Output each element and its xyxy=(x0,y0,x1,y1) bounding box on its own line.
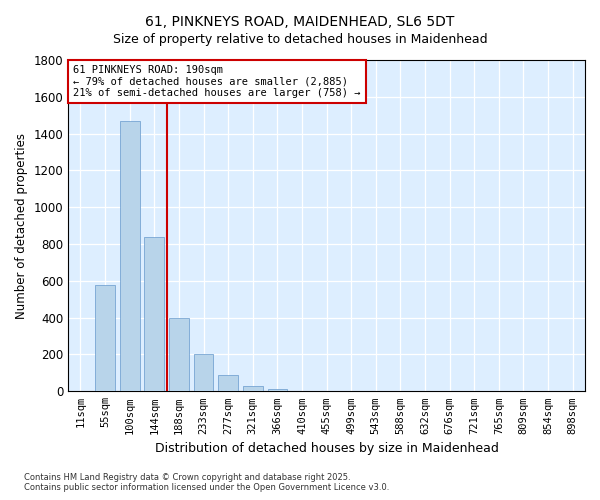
Bar xyxy=(194,354,214,392)
Text: Contains HM Land Registry data © Crown copyright and database right 2025.
Contai: Contains HM Land Registry data © Crown c… xyxy=(24,473,389,492)
Bar xyxy=(120,120,140,392)
Bar xyxy=(268,390,287,392)
Text: Size of property relative to detached houses in Maidenhead: Size of property relative to detached ho… xyxy=(113,32,487,46)
Bar xyxy=(243,386,263,392)
Bar xyxy=(292,390,312,392)
Text: 61 PINKNEYS ROAD: 190sqm
← 79% of detached houses are smaller (2,885)
21% of sem: 61 PINKNEYS ROAD: 190sqm ← 79% of detach… xyxy=(73,65,361,98)
Bar xyxy=(169,318,189,392)
Bar xyxy=(218,374,238,392)
Bar xyxy=(145,236,164,392)
Text: 61, PINKNEYS ROAD, MAIDENHEAD, SL6 5DT: 61, PINKNEYS ROAD, MAIDENHEAD, SL6 5DT xyxy=(145,15,455,29)
Bar xyxy=(95,284,115,392)
Y-axis label: Number of detached properties: Number of detached properties xyxy=(15,132,28,318)
X-axis label: Distribution of detached houses by size in Maidenhead: Distribution of detached houses by size … xyxy=(155,442,499,455)
